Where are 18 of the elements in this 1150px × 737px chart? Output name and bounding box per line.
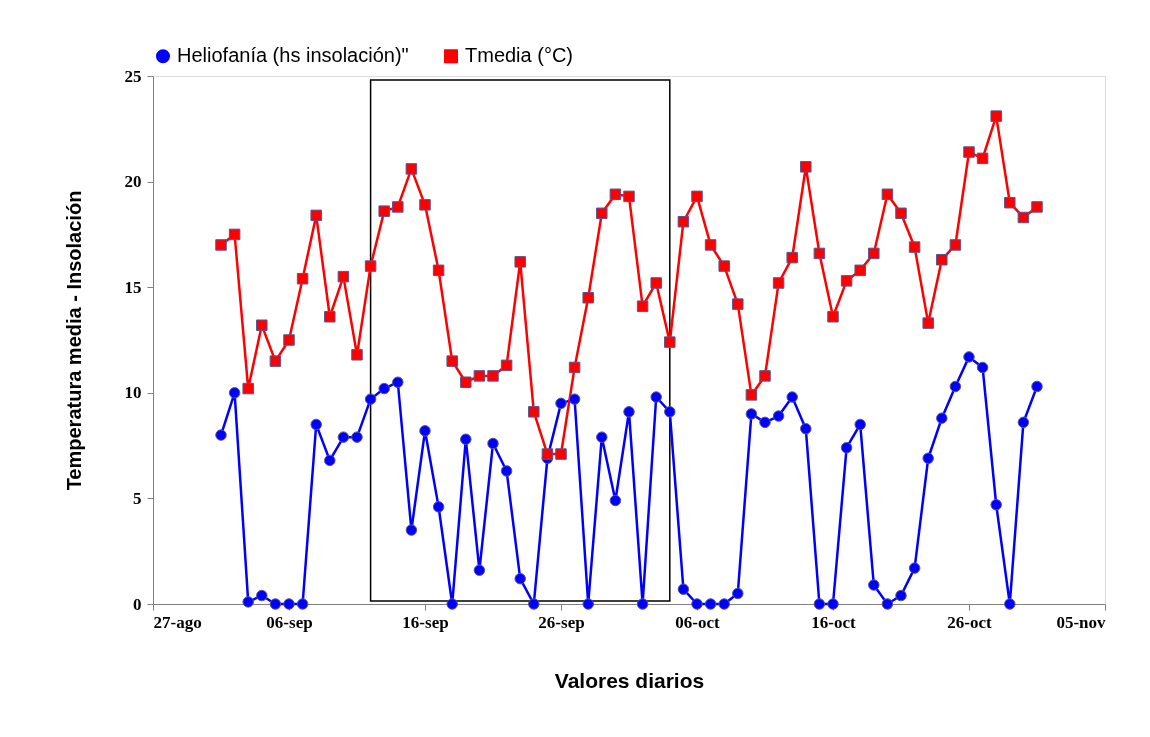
x-axis-title: Valores diarios	[554, 668, 705, 692]
x-tick-label: 06-oct	[675, 612, 721, 632]
y-axis-title: Temperatura media - Insolación	[62, 190, 85, 491]
x-tick-label: 16-oct	[811, 612, 857, 632]
y-tick-label: 25	[124, 66, 142, 86]
y-tick-label: 20	[124, 172, 142, 192]
x-tick-label: 06-sep	[266, 612, 313, 632]
x-tick-label: 26-oct	[947, 612, 993, 632]
y-tick-label: 5	[133, 488, 142, 508]
x-tick-label: 16-sep	[402, 612, 449, 632]
x-tick-label: 05-nov	[1056, 612, 1106, 632]
legend-label: Tmedia (°C)	[465, 44, 574, 67]
x-tick-label: 27-ago	[153, 612, 202, 632]
y-tick-label: 10	[124, 383, 142, 403]
x-tick-label: 26-sep	[538, 612, 585, 632]
y-tick-label: 0	[133, 594, 142, 614]
legend-label: Heliofanía (hs insolación)"	[177, 44, 409, 67]
y-tick-label: 15	[124, 277, 142, 297]
